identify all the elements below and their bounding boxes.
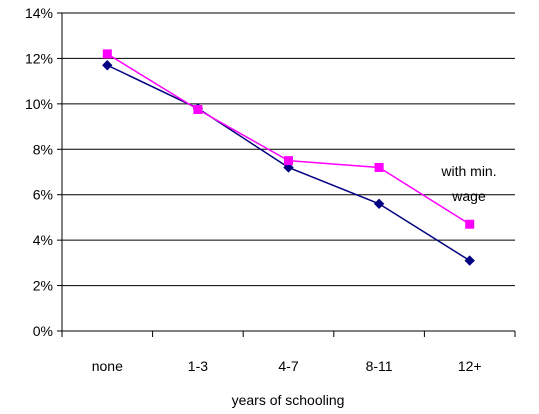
y-tick-label: 12% (25, 50, 53, 66)
x-tick-label: 8-11 (366, 358, 393, 374)
series-group (103, 50, 474, 265)
series-line-2 (107, 54, 469, 224)
annotation-line-2: wage (451, 188, 486, 204)
y-tick-label: 6% (33, 187, 53, 203)
x-tick-label: 4-7 (278, 358, 298, 374)
data-point-diamond (465, 256, 474, 265)
x-axis-title: years of schooling (232, 392, 345, 408)
data-point-square (103, 50, 111, 58)
y-axis-tick-labels: 0% 2% 4% 6% 8% 10% 12% 14% (25, 5, 53, 339)
x-tick-label: 12+ (458, 358, 482, 374)
data-point-diamond (375, 199, 384, 208)
data-point-square (466, 220, 474, 228)
x-tick-label: 1-3 (188, 358, 208, 374)
annotation-line-1: with min. (440, 163, 496, 179)
y-tick-label: 8% (33, 141, 53, 157)
y-tick-label: 2% (33, 278, 53, 294)
y-tick-label: 0% (33, 323, 53, 339)
y-tick-label: 14% (25, 5, 53, 21)
x-axis-tick-labels: none 1-3 4-7 8-11 12+ (92, 358, 482, 374)
data-point-square (375, 163, 383, 171)
data-point-diamond (103, 61, 112, 70)
data-point-square (285, 157, 293, 165)
y-tick-label: 4% (33, 232, 53, 248)
y-tick-label: 10% (25, 96, 53, 112)
data-point-square (194, 106, 202, 114)
x-tick-label: none (92, 358, 123, 374)
gridlines (62, 13, 515, 286)
